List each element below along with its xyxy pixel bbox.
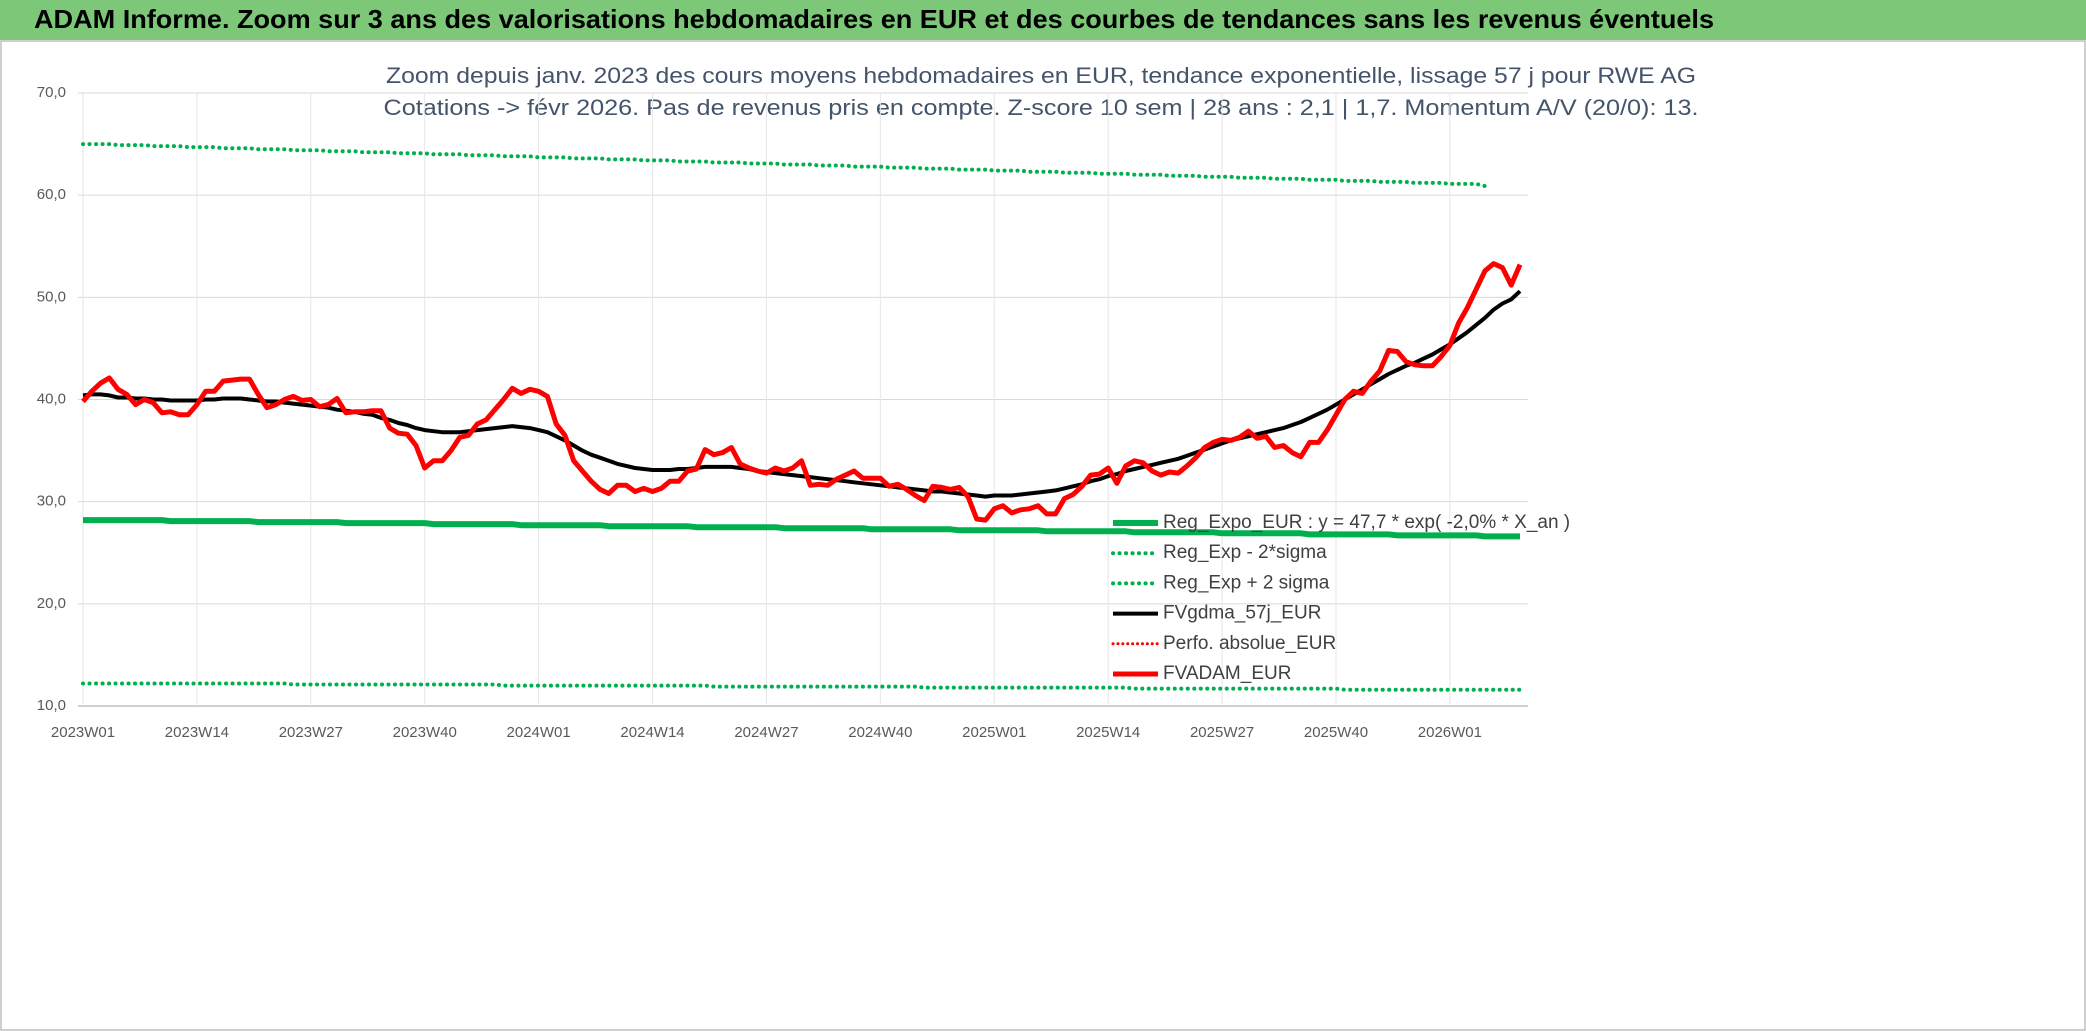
series-line [83,517,1520,540]
y-tick-label: 30,0 [37,493,66,510]
x-tick-label: 2024W40 [848,724,912,741]
chart-subtitle: Zoom depuis janv. 2023 des cours moyens … [386,63,1696,88]
x-tick-label: 2026W01 [1418,724,1482,741]
chart-subtitle: Cotations -> févr 2026. Pas de revenus p… [384,95,1699,120]
x-tick-label: 2023W27 [279,724,343,741]
y-tick-label: 40,0 [37,390,66,407]
y-tick-label: 70,0 [37,84,66,101]
legend-label: Reg_Expo_EUR : y = 47,7 * exp( -2,0% * X… [1163,512,1570,533]
series-line [81,261,1523,523]
chart-title: ADAM Informe. Zoom sur 3 ans des valoris… [34,4,1714,34]
x-tick-label: 2023W40 [393,724,457,741]
x-tick-label: 2025W40 [1304,724,1368,741]
x-tick-label: 2023W01 [51,724,115,741]
series-line [81,681,1522,692]
x-tick-label: 2024W14 [620,724,684,741]
x-tick-label: 2024W27 [734,724,798,741]
y-tick-label: 60,0 [37,186,66,203]
x-tick-label: 2025W27 [1190,724,1254,741]
chart-border [0,40,2086,1031]
legend-label: Reg_Exp - 2*sigma [1163,542,1327,563]
legend-label: FVADAM_EUR [1163,663,1291,684]
y-tick-label: 20,0 [37,595,66,612]
legend-label: FVgdma_57j_EUR [1163,603,1321,624]
x-tick-label: 2025W01 [962,724,1026,741]
y-tick-label: 50,0 [37,288,66,305]
legend-label: Perfo. absolue_EUR [1163,633,1336,654]
y-tick-label: 10,0 [37,697,66,714]
x-tick-label: 2023W14 [165,724,229,741]
legend-label: Reg_Exp + 2 sigma [1163,572,1330,593]
x-tick-label: 2024W01 [507,724,571,741]
header-bar [0,0,2086,40]
series-line [81,142,1487,188]
x-tick-label: 2025W14 [1076,724,1140,741]
